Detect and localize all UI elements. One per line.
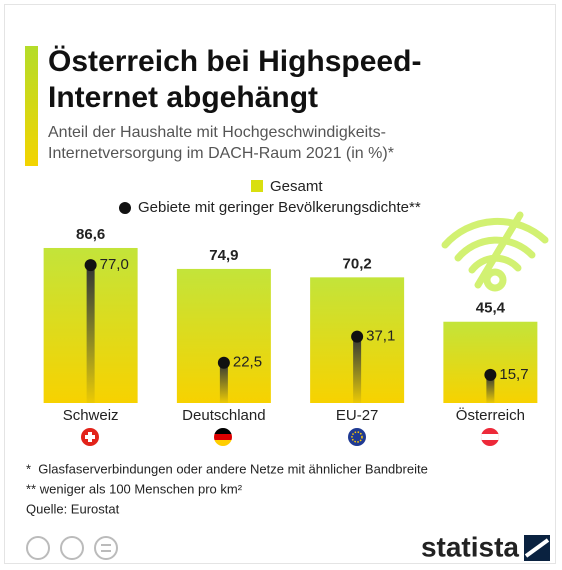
x-tick-label: EU-27 [336,407,379,424]
dot-stem [353,336,362,403]
footnote: Quelle: Eurostat [26,501,120,516]
chart-title: Österreich bei Highspeed-Internet abgehä… [48,45,422,114]
x-tick-label: Deutschland [182,407,265,424]
brand: statista [421,531,519,562]
legend-label: Gebiete mit geringer Bevölkerungsdichte*… [138,199,421,216]
value-label: 15,7 [499,366,528,383]
chart-subtitle: Anteil der Haushalte mit Hochgeschwindig… [48,124,394,162]
value-label: 70,2 [343,255,372,272]
value-label: 22,5 [233,354,262,371]
dot-stem [486,374,495,403]
value-label: 86,6 [76,226,105,243]
title-accent [25,46,38,166]
x-tick-label: Schweiz [63,407,119,424]
frame [4,4,556,564]
value-label: 45,4 [476,300,506,317]
x-tick-label: Österreich [456,406,525,424]
dot [217,356,230,369]
legend-swatch [119,202,131,214]
brand-mark [524,535,550,561]
legend-swatch [251,180,263,192]
flag-ch [81,428,99,446]
dot [351,330,364,343]
value-label: 74,9 [209,247,238,264]
value-label: 37,1 [366,328,395,345]
flag-eu [348,428,366,446]
dot-stem [219,362,228,403]
footnote: ** weniger als 100 Menschen pro km² [26,481,243,496]
legend-label: Gesamt [270,178,323,195]
wifi-icon [441,211,549,292]
dot [84,259,97,272]
flag-de [214,428,232,446]
flag-at [481,428,499,446]
license-icons [26,536,118,560]
dot [484,368,497,381]
footnote: * Glasfaserverbindungen oder andere Netz… [26,461,428,476]
dot-stem [86,265,95,403]
value-label: 77,0 [100,256,129,273]
